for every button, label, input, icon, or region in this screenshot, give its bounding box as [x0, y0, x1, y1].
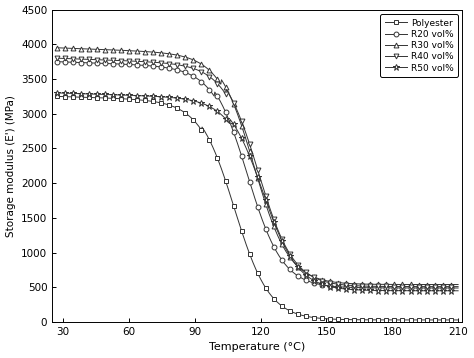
R50 vol%	[54, 91, 59, 95]
R30 vol%	[157, 50, 163, 55]
R30 vol%	[322, 278, 328, 282]
Line: R30 vol%: R30 vol%	[54, 45, 461, 287]
Polyester	[157, 101, 163, 105]
Polyester	[54, 94, 59, 98]
R50 vol%	[236, 130, 241, 134]
R40 vol%	[455, 285, 461, 289]
R20 vol%	[322, 283, 328, 287]
R50 vol%	[455, 289, 461, 293]
R30 vol%	[356, 282, 362, 286]
Line: R50 vol%: R50 vol%	[54, 90, 461, 294]
R20 vol%	[455, 286, 461, 290]
X-axis label: Temperature (°C): Temperature (°C)	[209, 343, 305, 352]
R20 vol%	[125, 62, 130, 67]
R30 vol%	[455, 282, 461, 287]
R40 vol%	[125, 59, 130, 63]
R30 vol%	[291, 260, 296, 264]
Y-axis label: Storage modulus (E') (MPa): Storage modulus (E') (MPa)	[6, 95, 16, 237]
Polyester	[322, 316, 328, 321]
R20 vol%	[157, 65, 163, 69]
R30 vol%	[54, 45, 59, 50]
R40 vol%	[356, 284, 362, 288]
R30 vol%	[125, 48, 130, 53]
R40 vol%	[54, 56, 59, 60]
R50 vol%	[356, 288, 362, 292]
R50 vol%	[322, 283, 328, 287]
Polyester	[125, 97, 130, 101]
Polyester	[236, 218, 241, 223]
Polyester	[291, 310, 296, 315]
Line: Polyester: Polyester	[54, 94, 461, 322]
R40 vol%	[291, 257, 296, 261]
R50 vol%	[125, 93, 130, 97]
R40 vol%	[236, 111, 241, 115]
R50 vol%	[291, 259, 296, 263]
Line: R40 vol%: R40 vol%	[54, 56, 461, 289]
R30 vol%	[236, 114, 241, 118]
R40 vol%	[157, 61, 163, 65]
R20 vol%	[356, 285, 362, 290]
Polyester	[455, 318, 461, 322]
R20 vol%	[54, 59, 59, 64]
R50 vol%	[157, 95, 163, 99]
Polyester	[356, 318, 362, 322]
R20 vol%	[291, 270, 296, 275]
R40 vol%	[322, 279, 328, 284]
Line: R20 vol%: R20 vol%	[54, 59, 461, 290]
Legend: Polyester, R20 vol%, R30 vol%, R40 vol%, R50 vol%: Polyester, R20 vol%, R30 vol%, R40 vol%,…	[380, 14, 458, 77]
R20 vol%	[236, 144, 241, 148]
